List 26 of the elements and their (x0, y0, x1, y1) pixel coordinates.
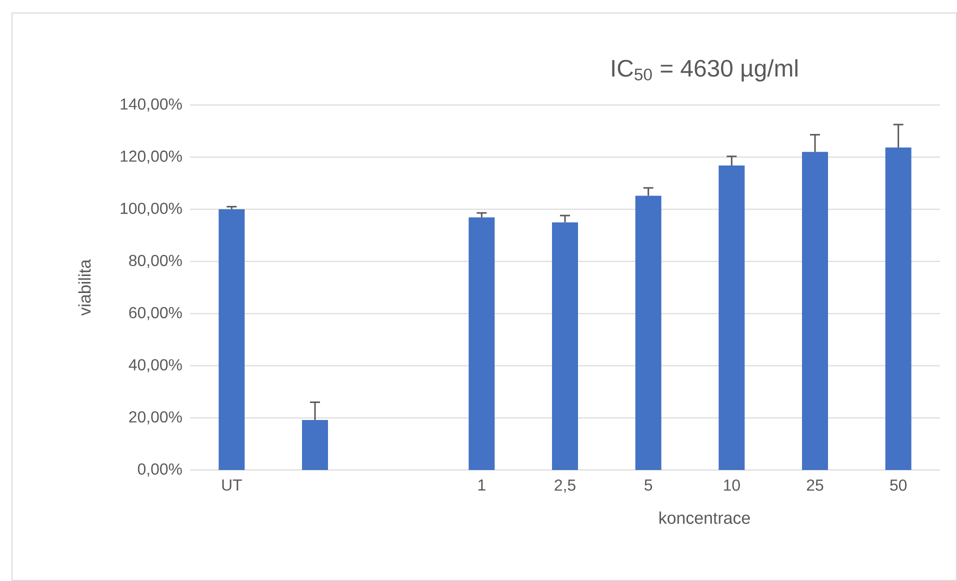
x-tick-label: 2,5 (554, 480, 576, 493)
x-tick-label: UT (222, 480, 242, 491)
bar (635, 196, 662, 470)
bar (218, 209, 245, 470)
y-tick-label: 60,00% (129, 306, 182, 320)
y-axis-title: viabilita (78, 259, 91, 316)
x-tick-label: 5 (644, 480, 652, 491)
bar (468, 217, 495, 470)
bar (552, 222, 578, 470)
x-tick-label: 25 (806, 480, 824, 491)
x-axis-title: koncentrace (660, 512, 750, 524)
bar (802, 152, 828, 470)
x-tick-label: 50 (890, 480, 907, 491)
y-tick-label: 20,00% (129, 411, 182, 424)
y-tick-label: 40,00% (128, 359, 182, 372)
bar (718, 165, 745, 470)
x-tick-label: 1 (478, 480, 486, 490)
y-tick-label: 100,00% (120, 202, 182, 216)
y-tick-label: 140,00% (120, 98, 182, 112)
y-tick-label: 120,00% (120, 150, 182, 164)
bar (885, 147, 912, 470)
y-tick-label: 0,00% (138, 463, 182, 477)
chart-title: IC$_{50}$ = 4630 µg/ml (612, 59, 798, 82)
y-tick-label: 80,00% (129, 254, 182, 268)
x-tick-label: 10 (724, 480, 740, 491)
bar (302, 420, 328, 470)
